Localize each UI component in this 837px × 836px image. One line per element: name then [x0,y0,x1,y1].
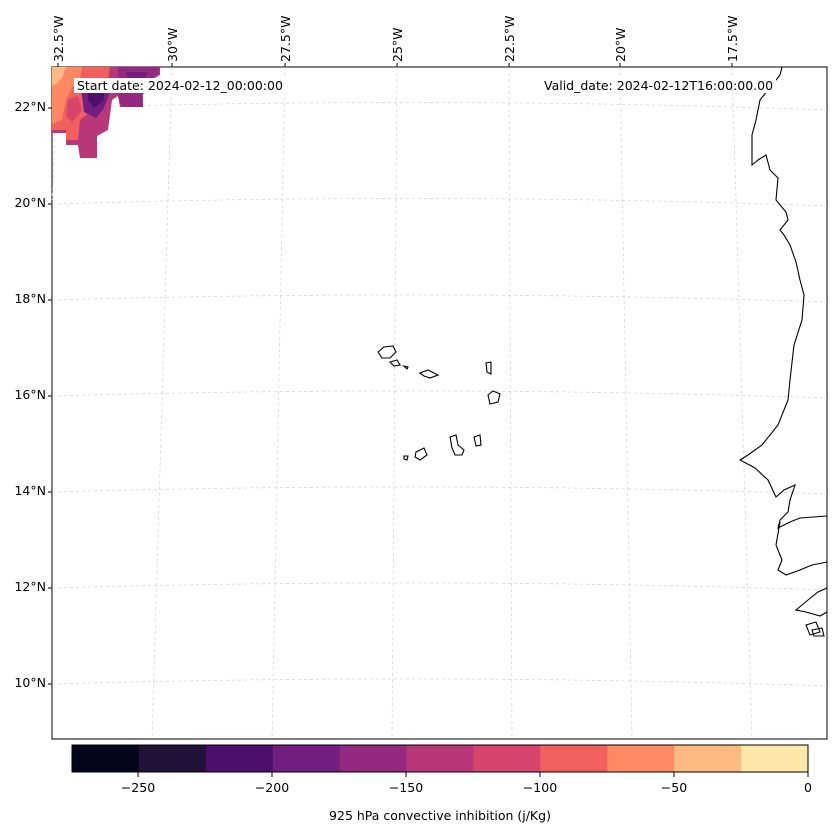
lat-label-18: 18°N [14,291,46,306]
colorbar-swatch [72,745,140,772]
santo-antao [377,345,397,359]
colorbar [72,745,809,772]
gridlines [51,66,828,740]
bissagos-islands [805,621,825,637]
colorbar-tick-label: −50 [660,780,688,795]
colorbar-swatch [540,745,608,772]
sao-vicente [388,359,401,367]
cin-region-pale [52,67,66,86]
lon-label-17-5: 17.5°W [725,15,740,62]
sao-nicolau [418,369,440,379]
lon-label-27-5: 27.5°W [278,15,293,62]
colorbar-swatch [205,745,274,772]
lon-ticks [57,63,733,67]
gridline-lat-16 [51,390,828,399]
gridline-lat-10 [51,678,828,687]
lat-label-16: 16°N [14,387,46,402]
lat-label-20: 20°N [14,195,46,210]
gridline-lon-25 [391,66,398,740]
coastlines [377,66,828,637]
gridline-lon-22-5 [508,66,513,740]
colorbar-swatch [741,745,809,772]
gridline-lon-30 [151,66,173,740]
gambia-coast [775,521,828,576]
gridline-lat-22 [51,102,828,111]
gridline-lat-20 [51,198,828,207]
colorbar-tick-label: −100 [522,780,558,795]
colorbar-swatch [406,745,474,772]
lat-label-22: 22°N [14,99,46,114]
colorbar-swatch [339,745,408,772]
colorbar-swatch [607,745,675,772]
lat-label-12: 12°N [14,579,46,594]
boa-vista [487,390,501,405]
lat-label-14: 14°N [14,483,46,498]
gridline-lon-27-5 [271,66,286,740]
valid-date-label: Valid_date: 2024-02-12T16:00:00.00 [541,78,777,93]
gridline-lat-14 [51,486,828,495]
lat-ticks [48,107,52,685]
start-date-label: Start date: 2024-02-12_00:00:00 [74,78,286,93]
lon-label-25: 25°W [390,27,405,62]
sal [485,361,492,375]
gridline-lon-20 [619,66,633,740]
fogo [414,447,428,461]
santa-luzia [402,364,409,370]
santiago [449,434,465,456]
colorbar-tick-label: −200 [254,780,290,795]
colorbar-tick-label: −250 [120,780,156,795]
colorbar-ticks [137,772,809,777]
cin-region-crimson [66,96,82,122]
colorbar-title: 925 hPa convective inhibition (j/Kg) [329,808,551,823]
gridline-lon-17-5 [731,66,753,740]
lon-label-20: 20°W [613,27,628,62]
gridline-lat-12 [51,582,828,591]
lon-label-22-5: 22.5°W [502,15,517,62]
gridline-lon-32-5 [51,66,59,201]
gridline-lat-18 [51,294,828,303]
colorbar-swatch [473,745,541,772]
brava [403,455,409,461]
guinea-bissau-coast [794,587,828,617]
colorbar-swatch [272,745,341,772]
colorbar-tick-label: −150 [388,780,424,795]
lon-label-30: 30°W [165,27,180,62]
africa-coastline [738,66,828,530]
colorbar-tick-label: 0 [804,780,812,795]
maio [473,434,482,447]
map-frame [51,66,828,740]
lon-label-32-5: 32.5°W [51,15,66,62]
colorbar-frame [71,744,809,773]
colorbar-swatch [674,745,742,772]
lat-label-10: 10°N [14,675,46,690]
colorbar-swatch [138,745,207,772]
